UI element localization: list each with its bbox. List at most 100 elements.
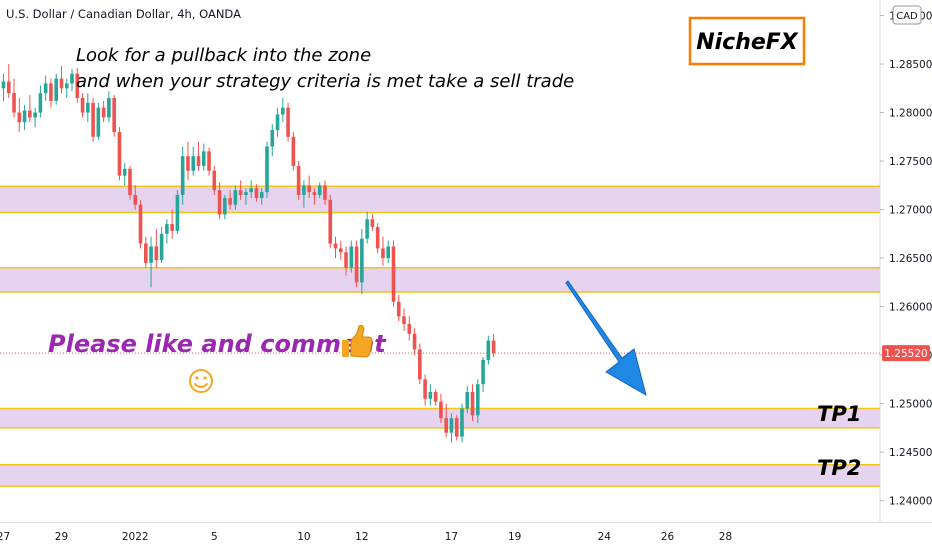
candle [349,240,354,273]
candle [491,333,496,358]
cta-text: Please like and comment [48,330,387,358]
candle-body [423,379,427,399]
tp2-label: TP2 [817,456,861,480]
candle-body [33,112,37,118]
x-tick-label: 5 [211,531,218,543]
candle [338,240,343,261]
x-tick-label: 26 [661,531,675,543]
candle [317,182,322,198]
candle [64,78,69,98]
y-tick-label: 1.28500 [889,59,932,71]
candle-body [180,156,185,196]
candle-body [433,391,438,402]
candle-body [470,391,475,416]
candle-body [64,83,69,89]
candle [154,228,159,268]
candle-body [122,168,127,176]
last-price-value: 1.25520 [884,348,927,360]
thumbs-up-icon [342,324,373,358]
currency-badge[interactable] [892,5,922,25]
candle [296,161,301,200]
candle [360,228,364,294]
x-tick-label: 2022 [122,531,149,543]
candle-body [312,192,317,196]
candle [170,209,174,239]
candle [212,165,217,196]
candle [454,415,459,441]
candle [28,95,32,123]
candle [281,97,285,123]
y-tick-label: 1.26500 [889,253,932,265]
candle [180,146,185,205]
candle-body [454,418,459,437]
candle [254,184,259,202]
candle-body [233,190,238,205]
candle-body [165,224,169,234]
zone-2 [0,267,880,293]
candle [175,190,180,234]
x-tick-label: 27 [0,531,10,543]
candle [149,236,153,288]
y-tick-label: 1.25000 [889,399,932,411]
candle-body [449,418,454,433]
candle [38,85,43,118]
time-axis[interactable]: 27 29 2022 5 10 12 17 19 24 26 28 [0,531,732,543]
candle-body [43,83,48,94]
candle-body [170,224,174,231]
candle [96,102,101,140]
candle [17,97,22,132]
candle-body [96,107,101,137]
candle [159,227,164,263]
candle-body [476,384,480,416]
y-tick-label: 1.24500 [889,447,932,459]
candle [6,64,11,98]
candle-body [154,246,159,261]
candle [201,143,206,171]
candle-body [212,170,217,191]
x-tick-label: 19 [508,531,521,543]
candle-body [249,188,253,193]
candle [265,141,269,198]
tp1-label: TP1 [817,402,861,426]
candles-layer [1,64,496,443]
candle-body [317,185,322,196]
candle [302,180,306,208]
candle-body [191,156,196,171]
candle [433,389,438,406]
candle [207,147,211,176]
candle [128,165,132,200]
candle [238,180,243,200]
candle [196,141,201,171]
candle [444,403,448,438]
candle-body [12,93,16,113]
candle-body [281,107,285,115]
candle [43,75,48,101]
candle-body [1,81,6,89]
candle-body [207,151,211,171]
candle-body [333,243,338,249]
down-arrow-icon [565,280,647,397]
candle-body [75,73,80,98]
candle [117,127,122,181]
candle [228,190,232,210]
candle [465,386,470,414]
candle-body [328,199,333,244]
candle [412,327,417,356]
candle-body [101,107,106,118]
candle-body [22,110,27,123]
chart-title: U.S. Dollar / Canadian Dollar, 4h, OANDA [6,7,241,21]
candle-body [365,219,369,239]
candle-body [91,102,95,137]
candle-body [80,97,85,113]
candle [428,384,433,406]
candle-body [370,219,375,228]
candle-body [354,246,359,283]
candle-body [17,112,22,123]
candle-body [196,156,201,166]
x-tick-label: 29 [55,531,68,543]
candle-body [481,359,485,385]
candle-body [407,324,412,334]
candle-body [107,97,111,118]
candle [191,146,196,176]
